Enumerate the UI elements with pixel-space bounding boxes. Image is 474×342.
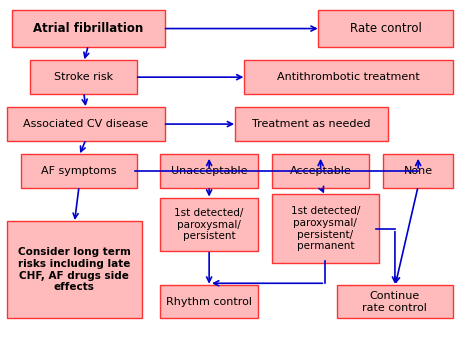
Text: Atrial fibrillation: Atrial fibrillation bbox=[33, 22, 144, 35]
FancyBboxPatch shape bbox=[235, 107, 388, 141]
FancyBboxPatch shape bbox=[7, 221, 142, 318]
FancyBboxPatch shape bbox=[30, 61, 137, 94]
Text: None: None bbox=[403, 166, 433, 176]
FancyBboxPatch shape bbox=[383, 154, 453, 188]
FancyBboxPatch shape bbox=[160, 285, 258, 318]
Text: AF symptoms: AF symptoms bbox=[41, 166, 117, 176]
Text: Treatment as needed: Treatment as needed bbox=[252, 119, 371, 129]
Text: Acceptable: Acceptable bbox=[290, 166, 352, 176]
FancyBboxPatch shape bbox=[7, 107, 165, 141]
FancyBboxPatch shape bbox=[244, 61, 453, 94]
Text: Rhythm control: Rhythm control bbox=[166, 297, 252, 307]
FancyBboxPatch shape bbox=[272, 195, 379, 263]
Text: Continue
rate control: Continue rate control bbox=[363, 291, 428, 313]
Text: Associated CV disease: Associated CV disease bbox=[24, 119, 148, 129]
FancyBboxPatch shape bbox=[337, 285, 453, 318]
FancyBboxPatch shape bbox=[160, 198, 258, 251]
FancyBboxPatch shape bbox=[160, 154, 258, 188]
FancyBboxPatch shape bbox=[272, 154, 369, 188]
FancyBboxPatch shape bbox=[319, 10, 453, 47]
Text: Antithrombotic treatment: Antithrombotic treatment bbox=[277, 72, 420, 82]
Text: Stroke risk: Stroke risk bbox=[54, 72, 113, 82]
Text: Unacceptable: Unacceptable bbox=[171, 166, 247, 176]
FancyBboxPatch shape bbox=[21, 154, 137, 188]
Text: 1st detected/
paroxysmal/
persistent/
permanent: 1st detected/ paroxysmal/ persistent/ pe… bbox=[291, 207, 360, 251]
FancyBboxPatch shape bbox=[12, 10, 165, 47]
Text: 1st detected/
paroxysmal/
persistent: 1st detected/ paroxysmal/ persistent bbox=[174, 208, 244, 241]
Text: Rate control: Rate control bbox=[350, 22, 421, 35]
Text: Consider long term
risks including late
CHF, AF drugs side
effects: Consider long term risks including late … bbox=[18, 248, 131, 292]
